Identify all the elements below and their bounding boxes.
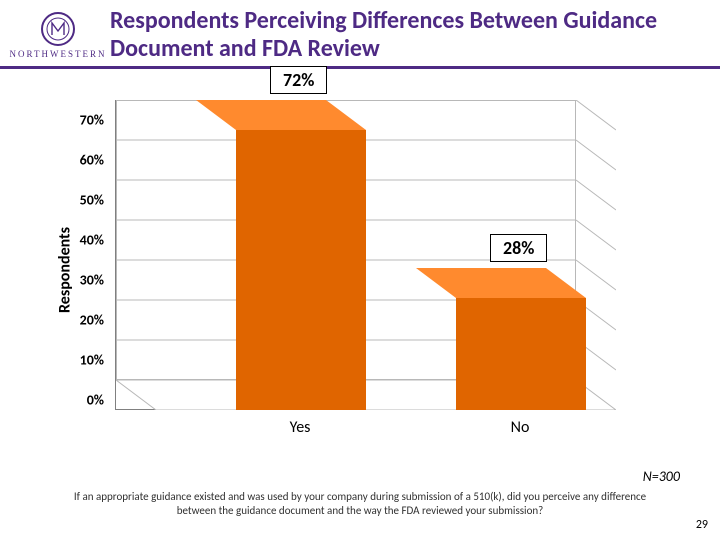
y-tick-label: 50%	[80, 192, 104, 209]
sample-size-label: N=300	[643, 468, 680, 485]
y-tick-label: 60%	[80, 152, 104, 169]
value-label-yes: 72%	[270, 66, 327, 94]
seal-icon	[40, 11, 76, 47]
y-tick-label: 40%	[80, 232, 104, 249]
y-tick-label: 0%	[87, 392, 104, 409]
y-tick-label: 10%	[80, 352, 104, 369]
x-tick-yes: Yes	[280, 418, 320, 437]
y-ticks: 0% 10% 20% 30% 40% 50% 60% 70%	[60, 100, 108, 410]
y-tick-label: 30%	[80, 272, 104, 289]
slide-title: Respondents Perceiving Differences Betwe…	[110, 7, 710, 62]
slide-header: NORTHWESTERN Respondents Perceiving Diff…	[0, 5, 720, 69]
footnote-text: If an appropriate guidance existed and w…	[0, 490, 720, 518]
x-tick-no: No	[500, 418, 540, 437]
page-number: 29	[696, 518, 708, 532]
value-label-no: 28%	[490, 234, 547, 262]
y-tick-label: 20%	[80, 312, 104, 329]
wordmark: NORTHWESTERN	[10, 49, 107, 59]
y-tick-label: 70%	[80, 112, 104, 129]
bar-chart: Respondents 0%10%20%30%40%50%60%70% 72% …	[60, 80, 660, 460]
university-logo: NORTHWESTERN	[0, 11, 110, 59]
slide: NORTHWESTERN Respondents Perceiving Diff…	[0, 0, 720, 540]
title-box: Respondents Perceiving Differences Betwe…	[110, 7, 720, 62]
